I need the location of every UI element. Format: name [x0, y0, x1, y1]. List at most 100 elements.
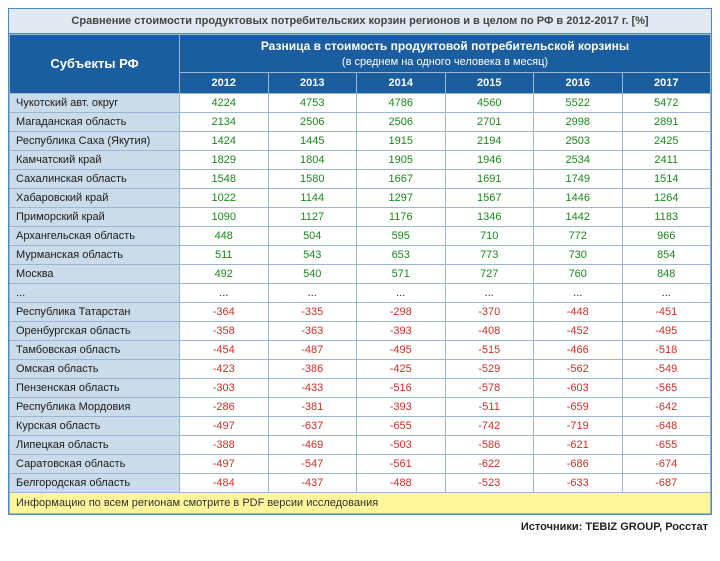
value-cell: -363: [268, 321, 357, 340]
table-row: Архангельская область448504595710772966: [10, 226, 711, 245]
value-cell: 1905: [357, 150, 446, 169]
table-row: Липецкая область-388-469-503-586-621-655: [10, 435, 711, 454]
value-cell: -451: [622, 302, 711, 321]
value-cell: -561: [357, 454, 446, 473]
value-cell: -393: [357, 397, 446, 416]
value-cell: 1127: [268, 207, 357, 226]
value-cell: 4560: [445, 93, 534, 112]
note-row: Информацию по всем регионам смотрите в P…: [10, 492, 711, 513]
ellipsis-cell: ...: [357, 283, 446, 302]
value-cell: 1442: [534, 207, 623, 226]
value-cell: -448: [534, 302, 623, 321]
value-cell: -562: [534, 359, 623, 378]
value-cell: -637: [268, 416, 357, 435]
value-cell: -511: [445, 397, 534, 416]
header-difference: Разница в стоимость продуктовой потребит…: [180, 35, 711, 73]
ellipsis-cell: ...: [268, 283, 357, 302]
sources-label: Источники: TEBIZ GROUP, Росстат: [8, 515, 712, 533]
header-diff-line2: (в среднем на одного человека в месяц): [342, 56, 548, 68]
ellipsis-cell: ...: [445, 283, 534, 302]
value-cell: -381: [268, 397, 357, 416]
table-row: Республика Татарстан-364-335-298-370-448…: [10, 302, 711, 321]
value-cell: 5522: [534, 93, 623, 112]
value-cell: -454: [180, 340, 269, 359]
value-cell: 4786: [357, 93, 446, 112]
table-row: Мурманская область511543653773730854: [10, 245, 711, 264]
value-cell: 1804: [268, 150, 357, 169]
region-name: Оренбургская область: [10, 321, 180, 340]
ellipsis-name: ...: [10, 283, 180, 302]
value-cell: -487: [268, 340, 357, 359]
region-name: Приморский край: [10, 207, 180, 226]
region-name: Москва: [10, 264, 180, 283]
region-name: Хабаровский край: [10, 188, 180, 207]
value-cell: -437: [268, 473, 357, 492]
ellipsis-row: .....................: [10, 283, 711, 302]
header-year-1: 2013: [268, 72, 357, 93]
value-cell: -286: [180, 397, 269, 416]
region-name: Камчатский край: [10, 150, 180, 169]
value-cell: -425: [357, 359, 446, 378]
value-cell: 2701: [445, 112, 534, 131]
value-cell: 1667: [357, 169, 446, 188]
value-cell: 966: [622, 226, 711, 245]
value-cell: 571: [357, 264, 446, 283]
value-cell: -578: [445, 378, 534, 397]
value-cell: -565: [622, 378, 711, 397]
value-cell: 2503: [534, 131, 623, 150]
value-cell: -497: [180, 454, 269, 473]
table-row: Республика Мордовия-286-381-393-511-659-…: [10, 397, 711, 416]
value-cell: 2411: [622, 150, 711, 169]
ellipsis-cell: ...: [622, 283, 711, 302]
value-cell: 2506: [268, 112, 357, 131]
value-cell: -484: [180, 473, 269, 492]
region-name: Сахалинская область: [10, 169, 180, 188]
value-cell: -529: [445, 359, 534, 378]
header-subjects: Субъекты РФ: [10, 35, 180, 94]
table-row: Приморский край109011271176134614421183: [10, 207, 711, 226]
value-cell: -686: [534, 454, 623, 473]
value-cell: -642: [622, 397, 711, 416]
table-row: Республика Саха (Якутия)1424144519152194…: [10, 131, 711, 150]
value-cell: -503: [357, 435, 446, 454]
value-cell: -298: [357, 302, 446, 321]
table-row: Чукотский авт. округ42244753478645605522…: [10, 93, 711, 112]
header-year-4: 2016: [534, 72, 623, 93]
region-name: Омская область: [10, 359, 180, 378]
value-cell: -687: [622, 473, 711, 492]
value-cell: -622: [445, 454, 534, 473]
value-cell: 1424: [180, 131, 269, 150]
value-cell: 1829: [180, 150, 269, 169]
value-cell: 2506: [357, 112, 446, 131]
value-cell: 511: [180, 245, 269, 264]
value-cell: -547: [268, 454, 357, 473]
ellipsis-cell: ...: [180, 283, 269, 302]
value-cell: 1297: [357, 188, 446, 207]
value-cell: -358: [180, 321, 269, 340]
region-name: Тамбовская область: [10, 340, 180, 359]
value-cell: 1445: [268, 131, 357, 150]
value-cell: -488: [357, 473, 446, 492]
header-year-5: 2017: [622, 72, 711, 93]
value-cell: 1946: [445, 150, 534, 169]
value-cell: -655: [622, 435, 711, 454]
value-cell: 543: [268, 245, 357, 264]
value-cell: -364: [180, 302, 269, 321]
value-cell: 2194: [445, 131, 534, 150]
table-row: Саратовская область-497-547-561-622-686-…: [10, 454, 711, 473]
value-cell: -523: [445, 473, 534, 492]
value-cell: -495: [357, 340, 446, 359]
region-name: Саратовская область: [10, 454, 180, 473]
value-cell: -603: [534, 378, 623, 397]
value-cell: 1548: [180, 169, 269, 188]
value-cell: 595: [357, 226, 446, 245]
value-cell: 727: [445, 264, 534, 283]
value-cell: -388: [180, 435, 269, 454]
table-frame: Сравнение стоимости продуктовых потребит…: [8, 8, 712, 515]
region-name: Архангельская область: [10, 226, 180, 245]
ellipsis-cell: ...: [534, 283, 623, 302]
table-row: Сахалинская область154815801667169117491…: [10, 169, 711, 188]
table-body: Чукотский авт. округ42244753478645605522…: [10, 93, 711, 513]
region-name: Мурманская область: [10, 245, 180, 264]
region-name: Курская область: [10, 416, 180, 435]
